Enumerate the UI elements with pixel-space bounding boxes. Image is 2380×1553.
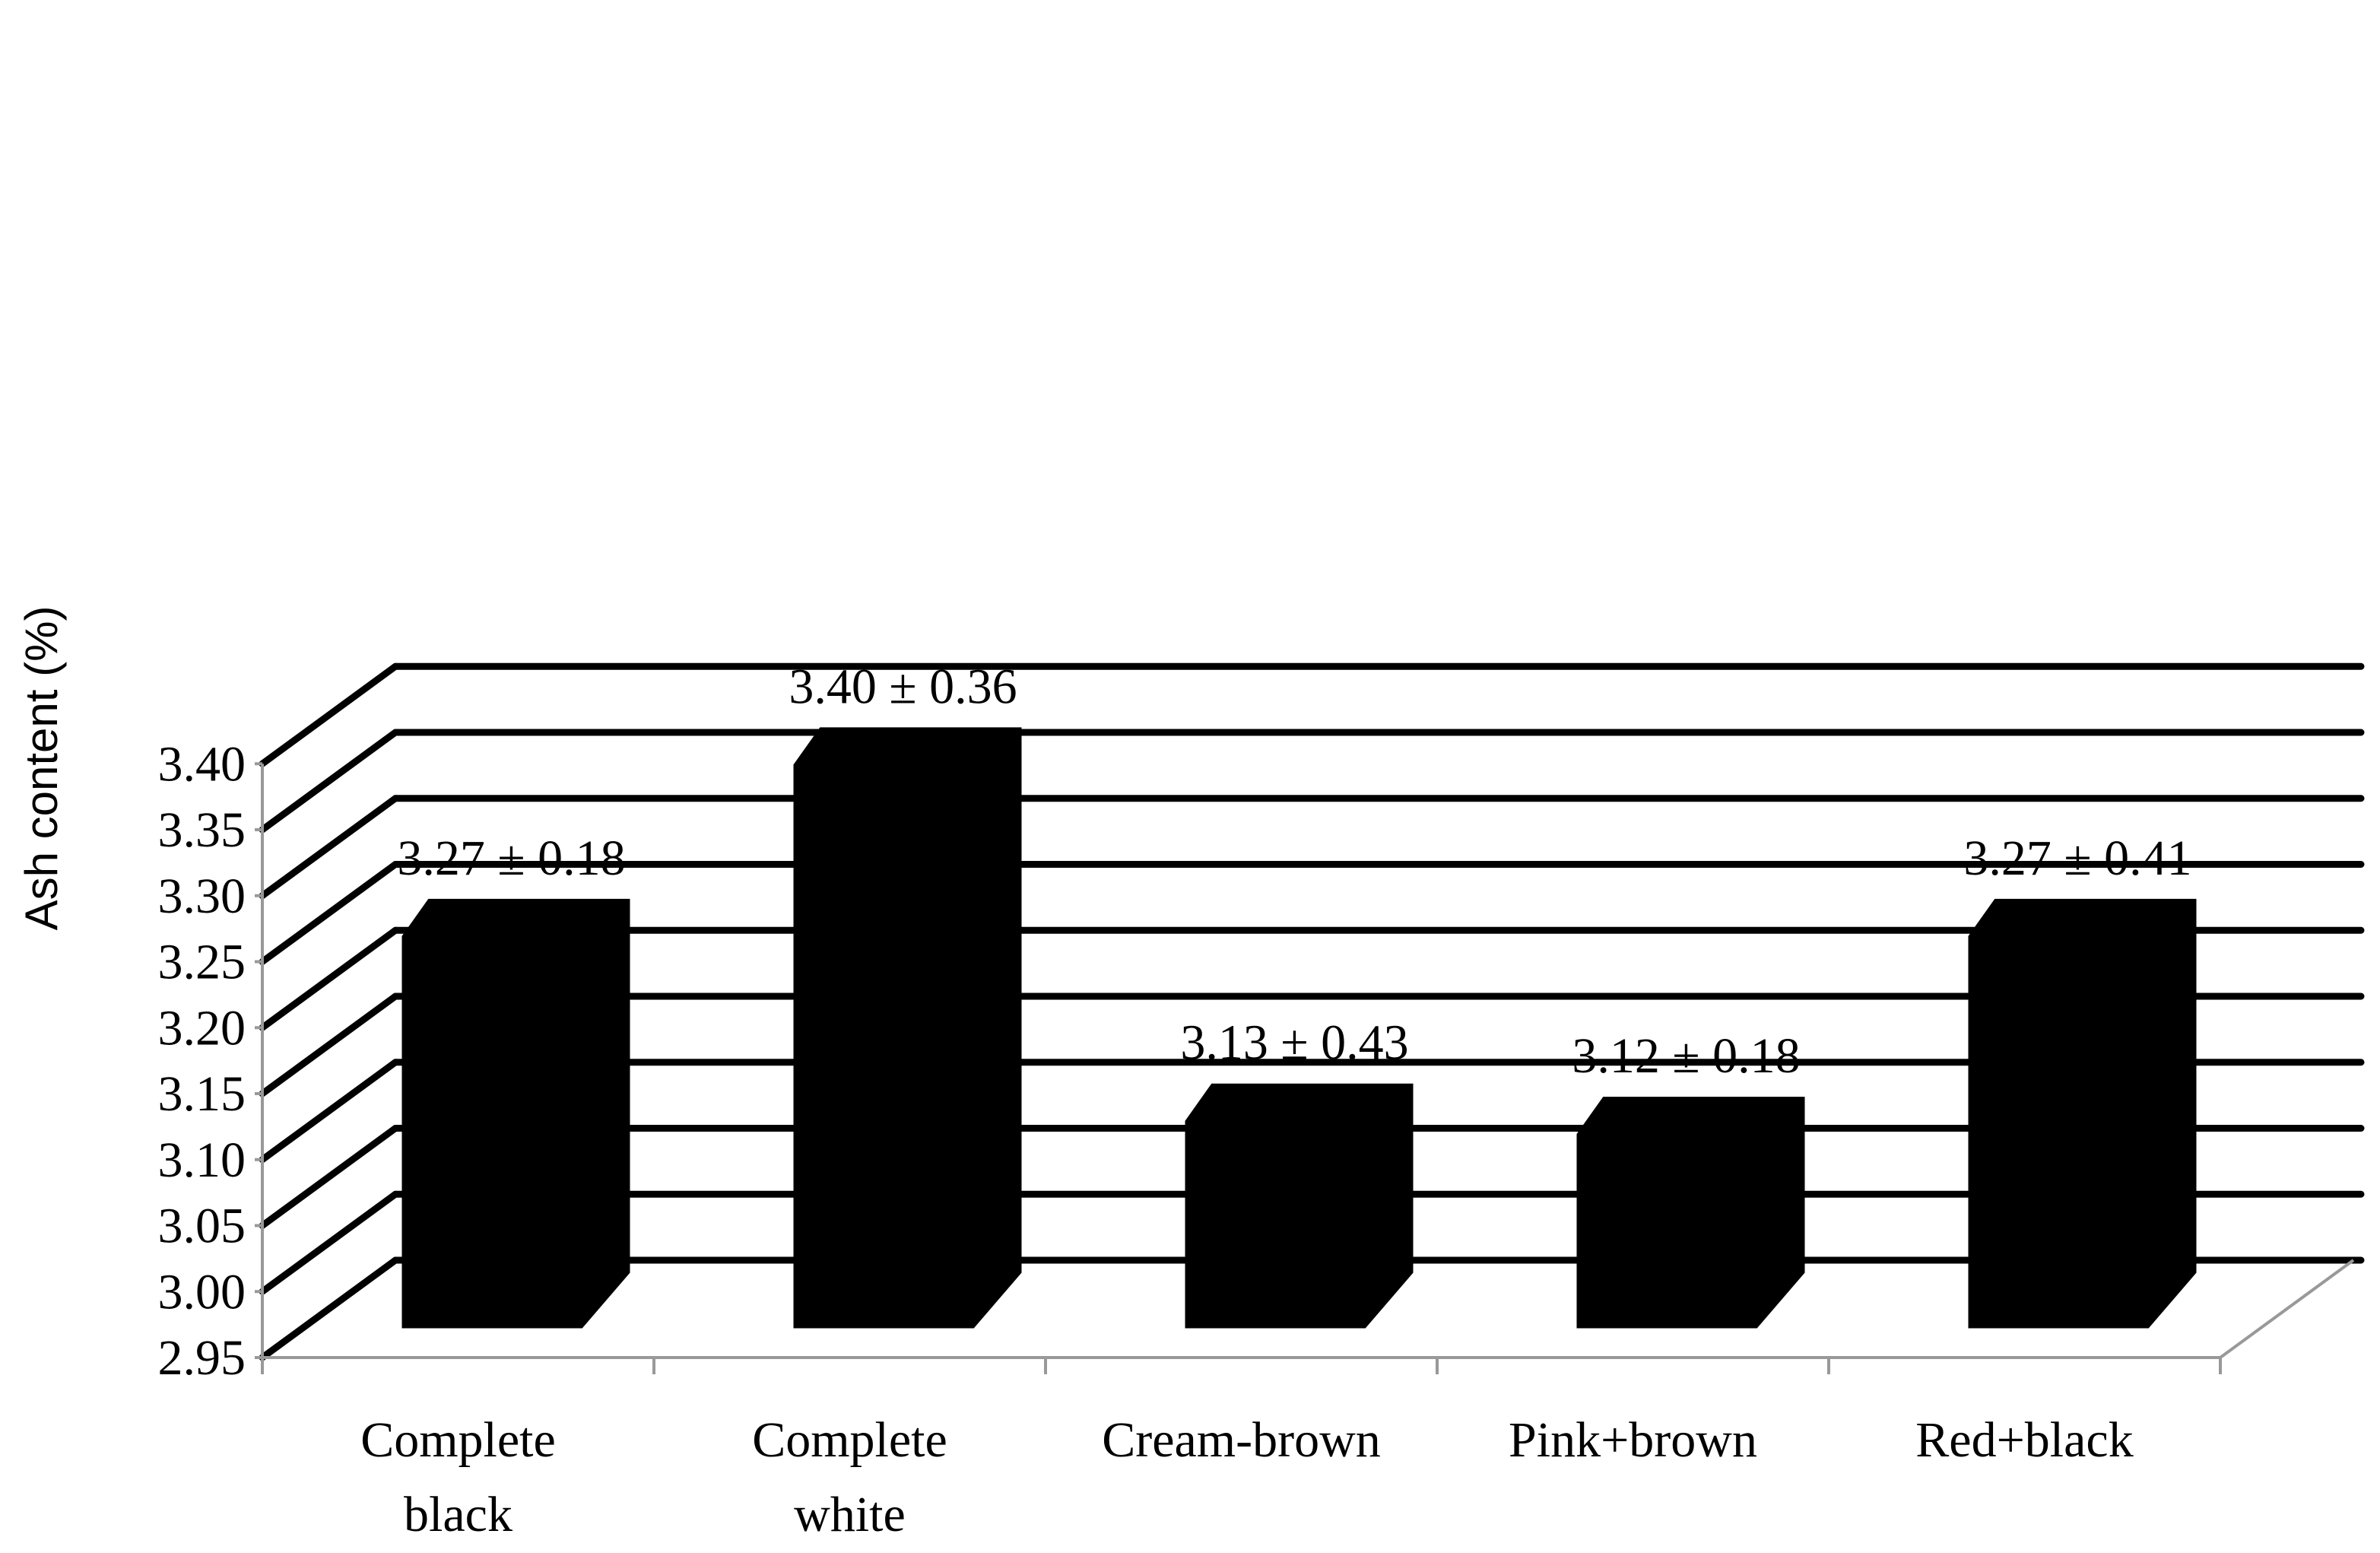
x-category-label-line: black — [404, 1487, 512, 1542]
side-gridline — [259, 795, 399, 900]
back-wall-gridlines — [392, 662, 2365, 1264]
side-gridline — [259, 1256, 399, 1361]
x-category-label-line: Cream-brown — [1102, 1412, 1381, 1468]
y-tick-label: 3.20 — [158, 1000, 246, 1056]
y-tick-label: 3.25 — [158, 935, 246, 990]
side-gridline — [259, 1190, 399, 1295]
bars — [401, 727, 2197, 1329]
bar — [793, 727, 1022, 1329]
x-category-label-line: Complete — [360, 1412, 556, 1468]
side-wall-gridlines — [259, 662, 399, 1361]
x-category-label-line: Pink+brown — [1509, 1412, 1757, 1468]
y-tick-label: 3.35 — [158, 802, 246, 858]
x-category-label: Cream-brown — [1102, 1412, 1381, 1468]
y-tick-label: 3.05 — [158, 1199, 246, 1254]
y-tick-label: 3.40 — [158, 736, 246, 792]
x-category-label: Complete white — [752, 1412, 947, 1542]
axes — [255, 762, 2355, 1374]
x-category-label-line: Red+black — [1915, 1412, 2133, 1468]
y-tick-label: 3.10 — [158, 1132, 246, 1188]
side-gridline — [259, 662, 399, 767]
y-tick-label: 3.00 — [158, 1264, 246, 1320]
floor-edge-line — [2219, 1259, 2355, 1359]
x-category-label-line: white — [794, 1487, 906, 1542]
side-gridline — [259, 1059, 399, 1164]
bar-data-label: 3.27 ± 0.18 — [397, 830, 625, 886]
y-tick-label: 3.30 — [158, 869, 246, 924]
y-axis-title: Ash content (%) — [16, 606, 67, 931]
bar-data-label: 3.27 ± 0.41 — [1963, 830, 2191, 886]
x-category-label: Complete black — [360, 1412, 556, 1542]
side-gridline — [259, 1125, 399, 1229]
bar — [1968, 898, 2197, 1329]
y-tick-label: 2.95 — [158, 1330, 246, 1386]
side-gridline — [259, 729, 399, 834]
x-category-label: Red+black — [1915, 1412, 2133, 1468]
side-gridline — [259, 861, 399, 965]
side-gridline — [259, 926, 399, 1031]
x-category-label: Pink+brown — [1509, 1412, 1757, 1468]
labels: 2.95 3.00 3.05 3.10 3.15 3.20 3.25 3.30 3.35 3.40… — [158, 659, 2192, 1542]
side-gridline — [259, 992, 399, 1097]
bar-data-label: 3.40 ± 0.36 — [789, 659, 1017, 714]
x-category-label-line: Complete — [752, 1412, 947, 1468]
bar — [1185, 1083, 1414, 1329]
bar — [1576, 1097, 1805, 1329]
bar-data-label: 3.12 ± 0.18 — [1572, 1028, 1800, 1084]
bar — [401, 898, 630, 1329]
y-tick-label: 3.15 — [158, 1066, 246, 1122]
bar-data-label: 3.13 ± 0.43 — [1180, 1015, 1408, 1071]
